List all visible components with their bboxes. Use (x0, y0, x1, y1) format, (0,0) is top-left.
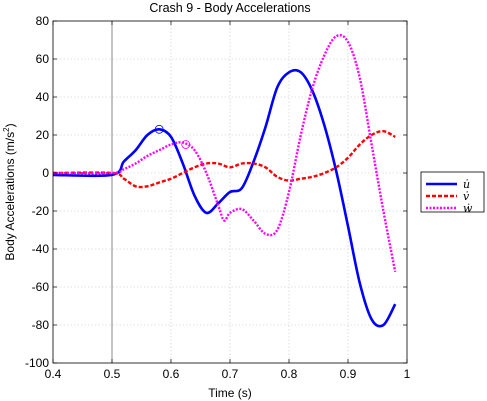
x-tick-label: 0.9 (340, 367, 357, 381)
legend-label-2: ẇ (463, 202, 473, 215)
series-layer (52, 33, 397, 328)
series-line-2 (52, 33, 397, 273)
y-tick-label: 80 (36, 14, 50, 28)
legend-label-1: v̇ (463, 190, 470, 203)
x-tick-label: 0.7 (222, 367, 239, 381)
x-axis-label: Time (s) (208, 386, 252, 400)
legend-box (420, 171, 485, 213)
y-axis-label-main: Body Accelerations (m/s (3, 132, 17, 261)
y-tick-label: -40 (32, 242, 50, 256)
x-tick-label: 0.5 (104, 367, 121, 381)
legend: u̇v̇ẇ (420, 171, 485, 215)
x-tick-label: 0.6 (163, 367, 180, 381)
y-axis-label: Body Accelerations (m/s2) (2, 123, 17, 260)
y-tick-label: 20 (36, 128, 50, 142)
legend-label-0: u̇ (463, 178, 470, 191)
y-tick-label: -100 (25, 356, 49, 370)
series-marker-0 (154, 124, 164, 134)
y-tick-label: -80 (32, 318, 50, 332)
x-tick-label: 0.4 (45, 367, 62, 381)
chart-title: Crash 9 - Body Accelerations (149, 1, 310, 15)
y-tick-label: -20 (32, 204, 50, 218)
series-marker-2 (181, 140, 191, 149)
y-tick-label: 0 (42, 166, 49, 180)
x-tick-label: 0.8 (281, 367, 298, 381)
y-tick-label: 40 (36, 90, 50, 104)
series-line-1 (52, 129, 396, 189)
y-tick-label: 60 (36, 52, 50, 66)
y-axis-label-sup: 2 (2, 127, 11, 132)
x-tick-label: 1 (404, 367, 411, 381)
y-axis-label-tail: ) (3, 123, 17, 127)
series-line-0 (52, 68, 397, 328)
tick-layer: 0.4 0.5 0.6 0.7 0.8 0.9 1 80 60 40 20 0 -20 -40 -60 -80… (25, 14, 411, 381)
y-tick-label: -60 (32, 280, 50, 294)
